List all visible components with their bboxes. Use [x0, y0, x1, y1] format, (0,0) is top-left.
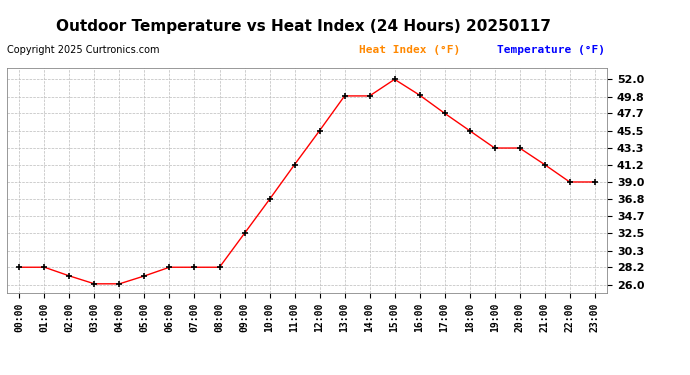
Text: Temperature (°F): Temperature (°F)	[497, 45, 605, 55]
Text: Outdoor Temperature vs Heat Index (24 Hours) 20250117: Outdoor Temperature vs Heat Index (24 Ho…	[56, 19, 551, 34]
Text: Heat Index (°F): Heat Index (°F)	[359, 45, 460, 55]
Text: Copyright 2025 Curtronics.com: Copyright 2025 Curtronics.com	[7, 45, 159, 55]
